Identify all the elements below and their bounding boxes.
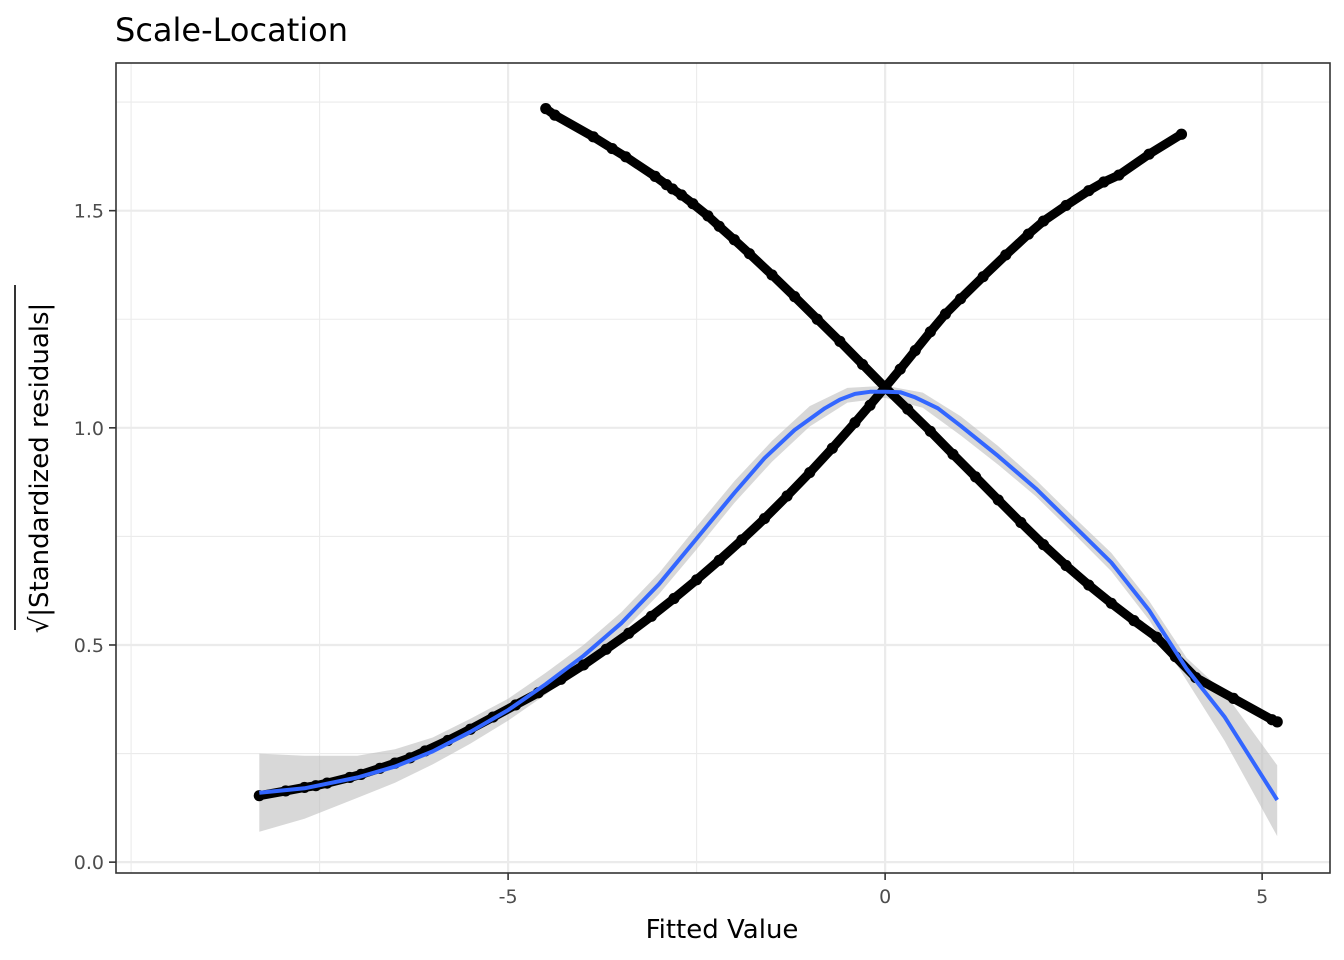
data-point: [713, 554, 725, 566]
data-point: [909, 344, 921, 357]
data-point: [954, 293, 967, 305]
data-point: [1143, 148, 1155, 160]
data-point: [540, 103, 552, 115]
data-point: [600, 643, 612, 655]
confidence-band-layer: [259, 385, 1278, 837]
data-point: [549, 109, 561, 121]
data-point: [939, 308, 952, 320]
data-point: [577, 659, 590, 671]
data-point: [1175, 128, 1188, 140]
data-point: [1015, 516, 1027, 529]
data-point: [992, 494, 1004, 506]
data-point: [743, 248, 755, 260]
y-tick-label: 1.5: [74, 201, 104, 223]
x-tick-label: 5: [1256, 886, 1268, 908]
data-point: [713, 220, 725, 232]
data-point: [1083, 185, 1095, 197]
y-axis-ticks: 0.0 0.5 1.0 1.5: [74, 201, 116, 874]
data-point: [1105, 597, 1117, 609]
plot-panel: [115, 62, 1331, 874]
data-point: [924, 425, 936, 437]
data-point: [1060, 199, 1072, 212]
data-point: [623, 627, 635, 639]
data-point: [1083, 579, 1095, 591]
data-point: [970, 471, 982, 483]
data-point: [1150, 631, 1163, 643]
data-point: [811, 313, 823, 325]
panel-border: [115, 62, 1331, 874]
data-point: [1037, 539, 1050, 551]
svg-text:√|Standardized residuals|: √|Standardized residuals|: [25, 303, 55, 634]
data-point: [977, 271, 989, 283]
data-point: [587, 131, 599, 143]
data-point: [691, 574, 703, 586]
data-point: [894, 363, 906, 375]
data-point: [666, 183, 679, 195]
chart-title: Scale-Location: [115, 11, 348, 49]
data-point: [1098, 176, 1110, 188]
data-point: [1113, 169, 1125, 181]
data-point: [728, 234, 740, 246]
data-point: [1128, 615, 1140, 627]
y-tick-label: 0.0: [74, 852, 104, 874]
data-point: [736, 534, 748, 546]
data-point: [668, 592, 680, 605]
y-axis-title-text: |Standardized residuals|: [25, 303, 55, 617]
data-point: [687, 198, 699, 210]
x-axis-title: Fitted Value: [646, 915, 799, 945]
smooth-line-layer: [259, 389, 1279, 802]
data-point: [781, 490, 793, 502]
data-point: [864, 399, 876, 411]
points-layer: [253, 103, 1283, 802]
x-tick-label: -5: [499, 886, 518, 908]
data-point: [1227, 692, 1240, 705]
y-axis-title: √|Standardized residuals|: [25, 303, 55, 634]
y-tick-label: 1.0: [74, 418, 104, 440]
data-point: [1271, 716, 1283, 728]
x-axis-ticks: -5 0 5: [499, 873, 1268, 908]
data-point: [804, 466, 816, 479]
x-tick-label: 0: [879, 886, 891, 908]
data-point: [826, 442, 838, 454]
y-tick-label: 0.5: [74, 635, 104, 657]
panel-background: [116, 63, 1330, 873]
data-point: [1037, 215, 1050, 227]
data-point: [849, 417, 861, 429]
data-point: [649, 170, 661, 182]
confidence-band: [259, 385, 1278, 837]
data-point: [856, 358, 869, 371]
data-point: [1060, 559, 1072, 572]
data-point: [606, 142, 618, 155]
data-point: [766, 269, 778, 281]
data-point: [758, 512, 771, 525]
data-point: [924, 326, 936, 338]
data-point: [902, 403, 914, 415]
data-point: [1000, 249, 1012, 261]
data-point: [1022, 228, 1034, 240]
y-axis-title-radical: √: [25, 616, 55, 633]
data-point: [645, 610, 657, 622]
data-point: [620, 151, 632, 163]
smooth-line: [259, 389, 1279, 802]
data-point: [789, 291, 801, 303]
data-point: [702, 210, 714, 222]
data-point: [947, 448, 959, 460]
data-point: [834, 335, 846, 347]
data-point: [675, 189, 688, 201]
